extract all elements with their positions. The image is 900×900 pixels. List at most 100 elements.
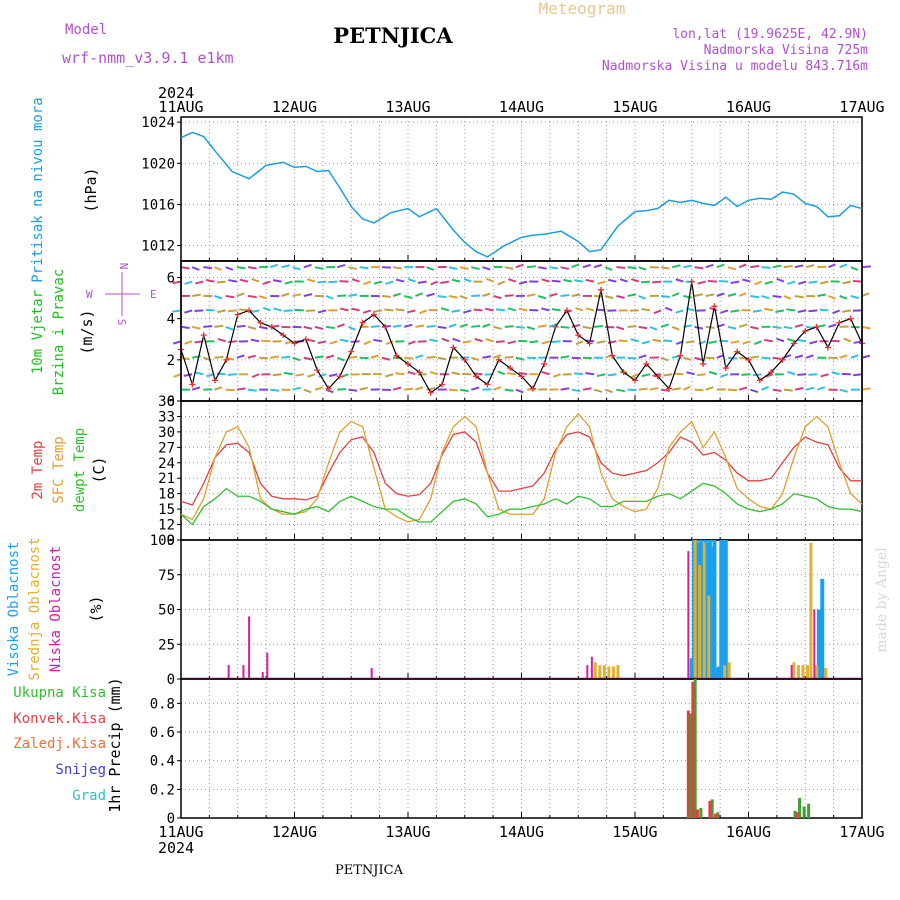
wind-arrow xyxy=(671,264,681,269)
wind-arrow xyxy=(437,295,447,299)
x-tick-label-bottom: 13AUG xyxy=(385,823,430,841)
y-tick-label: 1020 xyxy=(141,156,175,172)
wind-speed-point xyxy=(234,311,241,318)
wind-arrow xyxy=(314,325,324,330)
wind-arrow xyxy=(830,339,840,343)
wind-arrow xyxy=(696,373,706,377)
wind-arrow xyxy=(373,280,383,285)
cloud-low-bar xyxy=(790,665,793,679)
wind-arrow xyxy=(283,309,293,312)
wind-arrow xyxy=(772,356,782,360)
cloud-mid-bar xyxy=(809,542,813,679)
wind-speed-point xyxy=(609,352,616,359)
wind-arrow xyxy=(754,280,762,286)
rain-total-bar xyxy=(807,803,811,818)
wind-arrow xyxy=(337,264,346,269)
wind-arrow xyxy=(381,295,391,298)
cloud-low-bar xyxy=(590,656,593,679)
wind-arrow xyxy=(705,293,715,297)
wind-speed-point xyxy=(439,381,446,388)
wind-arrow xyxy=(184,340,193,345)
cloud-mid-bar xyxy=(792,662,796,679)
wind-arrow xyxy=(582,387,592,391)
wind-arrow xyxy=(482,266,491,271)
wind-arrow xyxy=(395,278,405,283)
precip-panel: 0 0.2 0.4 0.6 0.8 xyxy=(150,678,863,827)
wind-arrow xyxy=(763,339,773,343)
wind-arrow xyxy=(227,309,237,313)
wind-arrow xyxy=(227,340,237,344)
wind-arrow xyxy=(269,263,279,269)
wind-arrow xyxy=(794,354,804,359)
wind-arrow xyxy=(853,280,863,283)
wind-arrow xyxy=(861,354,871,359)
wind-arrow xyxy=(415,354,424,359)
wind-arrow xyxy=(504,388,514,392)
wind-arrow xyxy=(720,309,729,314)
cloud-mid-bar xyxy=(598,665,602,679)
y-tick-label: 15 xyxy=(158,502,175,518)
wind-arrow xyxy=(541,307,550,312)
wind-arrow xyxy=(172,340,182,345)
wind-arrow xyxy=(786,308,796,312)
wind-arrow xyxy=(787,370,796,376)
cloud-high-bar xyxy=(816,609,821,679)
wind-panel: 0 2 4 6 xyxy=(167,260,871,410)
wind-arrow xyxy=(217,338,226,343)
wind-arrow xyxy=(417,280,427,284)
wind-arrow xyxy=(772,388,782,392)
y-tick-label: 50 xyxy=(158,603,175,619)
wind-arrow xyxy=(772,325,782,329)
cloud-high-bar xyxy=(723,540,728,679)
wind-speed-point xyxy=(836,319,843,326)
wind-arrow xyxy=(839,354,848,359)
rain-total-bar xyxy=(716,812,720,818)
wind-arrow xyxy=(694,266,704,270)
wind-arrow xyxy=(631,373,640,378)
y-tick-label: 12 xyxy=(158,518,175,534)
wind-arrow xyxy=(551,340,561,344)
wind-arrow xyxy=(541,340,550,345)
wind-arrow xyxy=(741,373,751,376)
wind-arrow xyxy=(560,266,570,270)
wind-arrow xyxy=(685,340,695,344)
wind-arrow xyxy=(407,309,416,314)
wind-arrow xyxy=(303,356,313,361)
wind-speed-point xyxy=(552,323,559,330)
wind-arrow xyxy=(526,265,536,269)
wind-arrow xyxy=(686,371,695,376)
pressure-axis-title: Pritisak na nivou mora xyxy=(30,97,46,282)
wind-arrow xyxy=(616,266,626,269)
wind-arrow xyxy=(292,266,301,271)
wind-arrow xyxy=(336,323,345,328)
wind-arrow xyxy=(842,309,851,313)
wind-speed-point xyxy=(734,348,741,355)
wind-arrow xyxy=(437,325,447,330)
wind-arrow xyxy=(783,388,793,392)
wind-arrow xyxy=(839,295,848,300)
wind-arrow xyxy=(672,387,681,391)
y-tick-label: 100 xyxy=(150,533,175,549)
wind-arrow xyxy=(203,325,213,328)
cloud-high-bar xyxy=(820,578,825,679)
wind-arrow xyxy=(173,373,182,378)
wind-arrow xyxy=(616,295,625,299)
wind-arrow xyxy=(820,373,829,378)
wind-arrow xyxy=(504,325,514,328)
cloud-low-bar xyxy=(261,672,264,679)
precip-frame xyxy=(180,678,863,819)
wind-speed-point xyxy=(370,311,377,318)
wind-arrow xyxy=(194,309,204,313)
wind-speed-point xyxy=(382,323,389,330)
y-tick-label: 21 xyxy=(158,471,175,487)
wind-arrow xyxy=(798,280,807,285)
rain-total-bar xyxy=(693,679,697,818)
wind-arrow xyxy=(205,308,215,312)
wind-arrow xyxy=(649,386,659,391)
wind-arrow xyxy=(239,278,249,283)
wind-arrow xyxy=(236,292,245,297)
wind-arrow xyxy=(571,324,581,328)
wind-arrow xyxy=(776,277,785,283)
wind-arrow xyxy=(596,308,606,312)
wind-speed-point xyxy=(722,365,729,372)
